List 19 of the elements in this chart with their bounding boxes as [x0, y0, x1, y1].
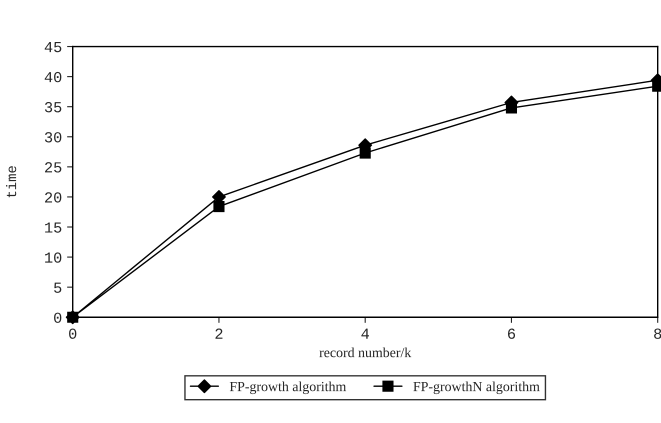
x-tick-label: 4 [361, 328, 370, 339]
y-tick-label: 25 [45, 162, 62, 173]
x-tick-label: 0 [69, 328, 76, 339]
y-tick-label: 30 [44, 132, 62, 142]
y-tick-label: 45 [44, 42, 62, 52]
y-tick-label: 40 [44, 72, 62, 82]
x-tick-label: 2 [215, 328, 222, 339]
y-tick-label: 5 [54, 282, 62, 293]
y-tick-label: 35 [44, 102, 62, 112]
legend-label: FP-growthN algorithm [413, 381, 540, 394]
x-tick-label: 6 [508, 328, 516, 339]
legend-label: FP-growth algorithm [230, 381, 346, 394]
x-axis-title: record number/k [319, 347, 412, 358]
y-axis-title: time [6, 166, 16, 198]
x-tick-label: 8 [654, 328, 661, 339]
y-tick-label: 0 [54, 312, 62, 323]
y-tick-label: 15 [45, 222, 62, 233]
y-tick-label: 20 [45, 192, 62, 203]
y-tick-label: 10 [45, 252, 62, 263]
